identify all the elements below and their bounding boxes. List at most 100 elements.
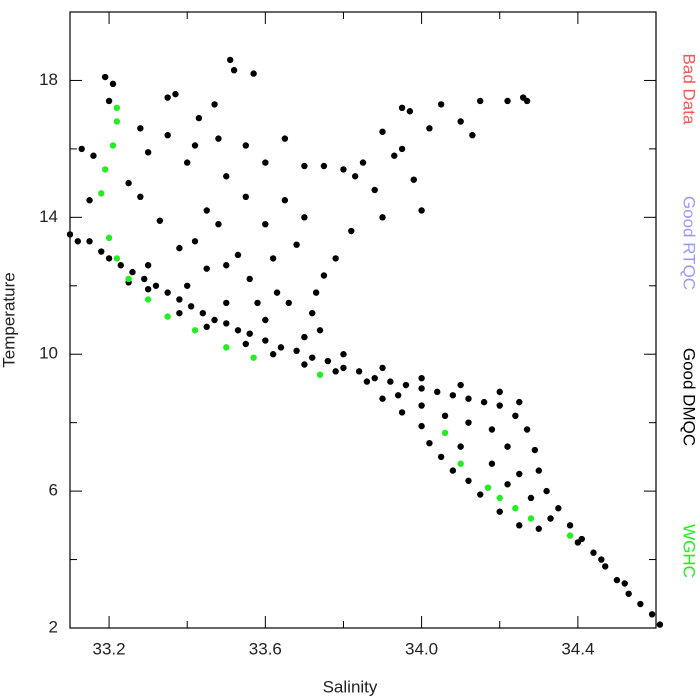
data-point (309, 309, 316, 317)
data-point (223, 299, 230, 307)
data-point (590, 549, 597, 556)
data-point (625, 590, 632, 597)
data-point (465, 419, 472, 426)
data-point (195, 114, 203, 122)
data-point (144, 296, 152, 303)
data-point (437, 453, 445, 461)
data-point (359, 159, 367, 166)
data-point (191, 142, 199, 149)
y-tick-label: 6 (49, 481, 58, 500)
data-point (86, 238, 93, 245)
data-point (477, 97, 484, 105)
data-point (496, 402, 503, 409)
data-point (457, 443, 464, 450)
data-point (574, 539, 582, 546)
data-point (465, 395, 472, 402)
data-point (504, 443, 511, 450)
data-point (504, 481, 511, 488)
data-point (223, 173, 230, 180)
data-point (156, 217, 164, 224)
data-point (535, 525, 542, 532)
data-point (516, 470, 523, 478)
data-point (309, 354, 316, 361)
data-point (125, 179, 132, 187)
data-point (262, 159, 269, 166)
data-point (301, 214, 308, 221)
data-point (109, 80, 117, 88)
data-point (101, 73, 109, 81)
data-point (488, 426, 496, 433)
data-point (324, 357, 332, 365)
data-point (387, 378, 394, 385)
data-point (105, 255, 113, 262)
data-point (293, 347, 300, 354)
data-point (273, 289, 281, 296)
data-point (250, 354, 257, 361)
data-point (262, 220, 269, 228)
data-point (176, 296, 183, 303)
data-point (566, 522, 574, 529)
data-point (234, 327, 242, 334)
data-point (469, 132, 476, 139)
y-tick-label: 2 (49, 617, 58, 636)
data-point (512, 412, 519, 420)
data-point (320, 162, 328, 170)
data-point (555, 505, 562, 512)
data-point (215, 220, 222, 228)
data-point (441, 429, 449, 437)
data-point (379, 128, 386, 135)
data-point (434, 388, 441, 396)
data-point (613, 576, 621, 584)
data-point (223, 344, 230, 351)
data-point (113, 118, 121, 125)
legend-label: Good DMQC (680, 348, 699, 446)
data-point (78, 145, 85, 153)
data-point (301, 162, 308, 170)
data-point (398, 145, 406, 153)
plot-frame (69, 11, 657, 629)
data-point (418, 385, 425, 392)
data-point (437, 101, 445, 108)
data-point (164, 289, 171, 296)
data-point (226, 56, 234, 64)
data-point (477, 491, 484, 498)
data-point (543, 487, 550, 495)
data-point (191, 327, 199, 334)
data-point (398, 409, 406, 416)
data-point (516, 398, 523, 406)
data-point (137, 125, 144, 132)
data-point (203, 265, 210, 272)
data-point (301, 361, 308, 368)
data-point (211, 316, 218, 324)
data-point (566, 532, 574, 539)
data-point (301, 333, 308, 341)
data-point (152, 282, 160, 289)
data-point (418, 402, 425, 409)
data-point (137, 193, 144, 200)
data-point (457, 381, 464, 389)
data-point (109, 142, 117, 149)
data-point (269, 255, 277, 262)
data-point (312, 289, 320, 296)
data-point (406, 108, 414, 115)
data-point (113, 104, 121, 112)
data-point (98, 190, 105, 197)
data-point (410, 176, 417, 183)
data-point (332, 368, 339, 375)
data-point (426, 125, 433, 132)
data-point (105, 234, 113, 242)
data-point (426, 440, 433, 447)
data-point (250, 70, 257, 77)
data-point (86, 197, 93, 204)
data-point (391, 152, 398, 159)
data-point (465, 477, 472, 485)
data-point (262, 337, 269, 344)
data-point (285, 299, 292, 307)
data-point (105, 97, 113, 105)
legend-label: Bad Data (680, 54, 699, 125)
data-point (348, 227, 355, 235)
data-point (316, 327, 324, 334)
legend-label: Good RTQC (680, 196, 699, 290)
data-point (418, 374, 425, 382)
data-point (394, 392, 402, 399)
